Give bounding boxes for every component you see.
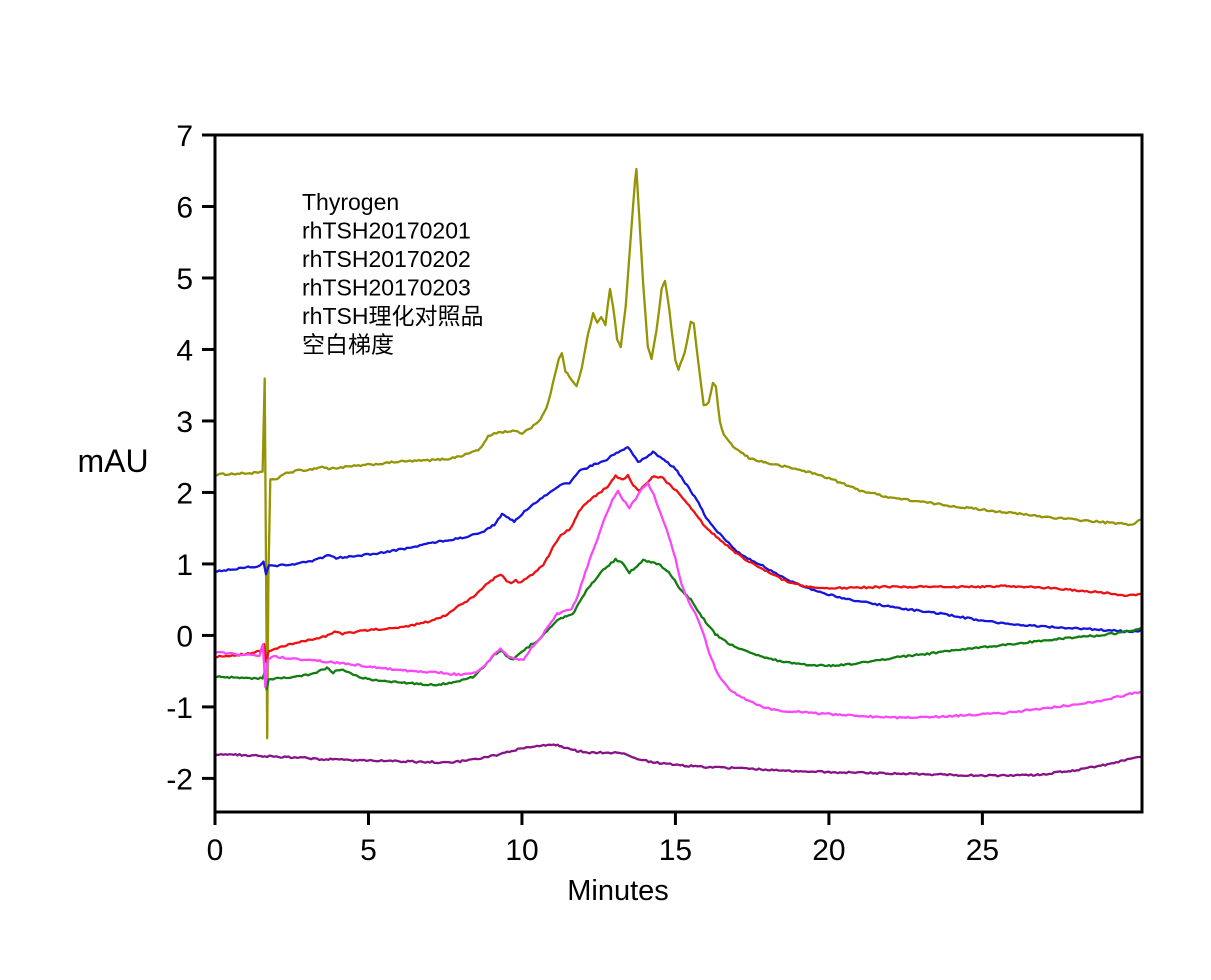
y-tick-label: 0 <box>176 620 193 653</box>
axis-ticks <box>202 133 984 825</box>
legend-item-5: 空白梯度 <box>302 332 394 358</box>
y-tick-label: 2 <box>176 477 193 510</box>
trace-4 <box>215 481 1142 720</box>
legend-item-3: rhTSH20170203 <box>302 275 471 301</box>
y-tick-label: -1 <box>166 692 193 725</box>
x-tick-label: 0 <box>207 834 224 867</box>
trace-group <box>215 167 1142 778</box>
trace-0 <box>215 167 1142 740</box>
trace-2 <box>215 473 1142 663</box>
legend-item-0: Thyrogen <box>302 189 399 215</box>
x-tick-label: 15 <box>659 834 692 867</box>
y-tick-label: 6 <box>176 191 193 224</box>
x-tick-label: 10 <box>505 834 538 867</box>
x-tick-label: 20 <box>812 834 845 867</box>
y-axis-title: mAU <box>77 443 148 479</box>
y-tick-label: 5 <box>176 263 193 296</box>
y-tick-label: 7 <box>176 120 193 153</box>
y-tick-label: 1 <box>176 549 193 582</box>
legend-item-4: rhTSH理化对照品 <box>302 303 483 329</box>
plot-border <box>213 133 1144 814</box>
legend-item-1: rhTSH20170201 <box>302 218 471 244</box>
x-axis-title: Minutes <box>567 875 669 907</box>
trace-5 <box>215 743 1142 778</box>
x-tick-label: 5 <box>360 834 377 867</box>
y-tick-label: 3 <box>176 406 193 439</box>
trace-3 <box>215 557 1142 691</box>
y-tick-label: 4 <box>176 334 193 367</box>
y-tick-label: -2 <box>166 763 193 796</box>
trace-1 <box>215 446 1142 634</box>
legend-item-2: rhTSH20170202 <box>302 246 471 272</box>
x-tick-label: 25 <box>966 834 999 867</box>
